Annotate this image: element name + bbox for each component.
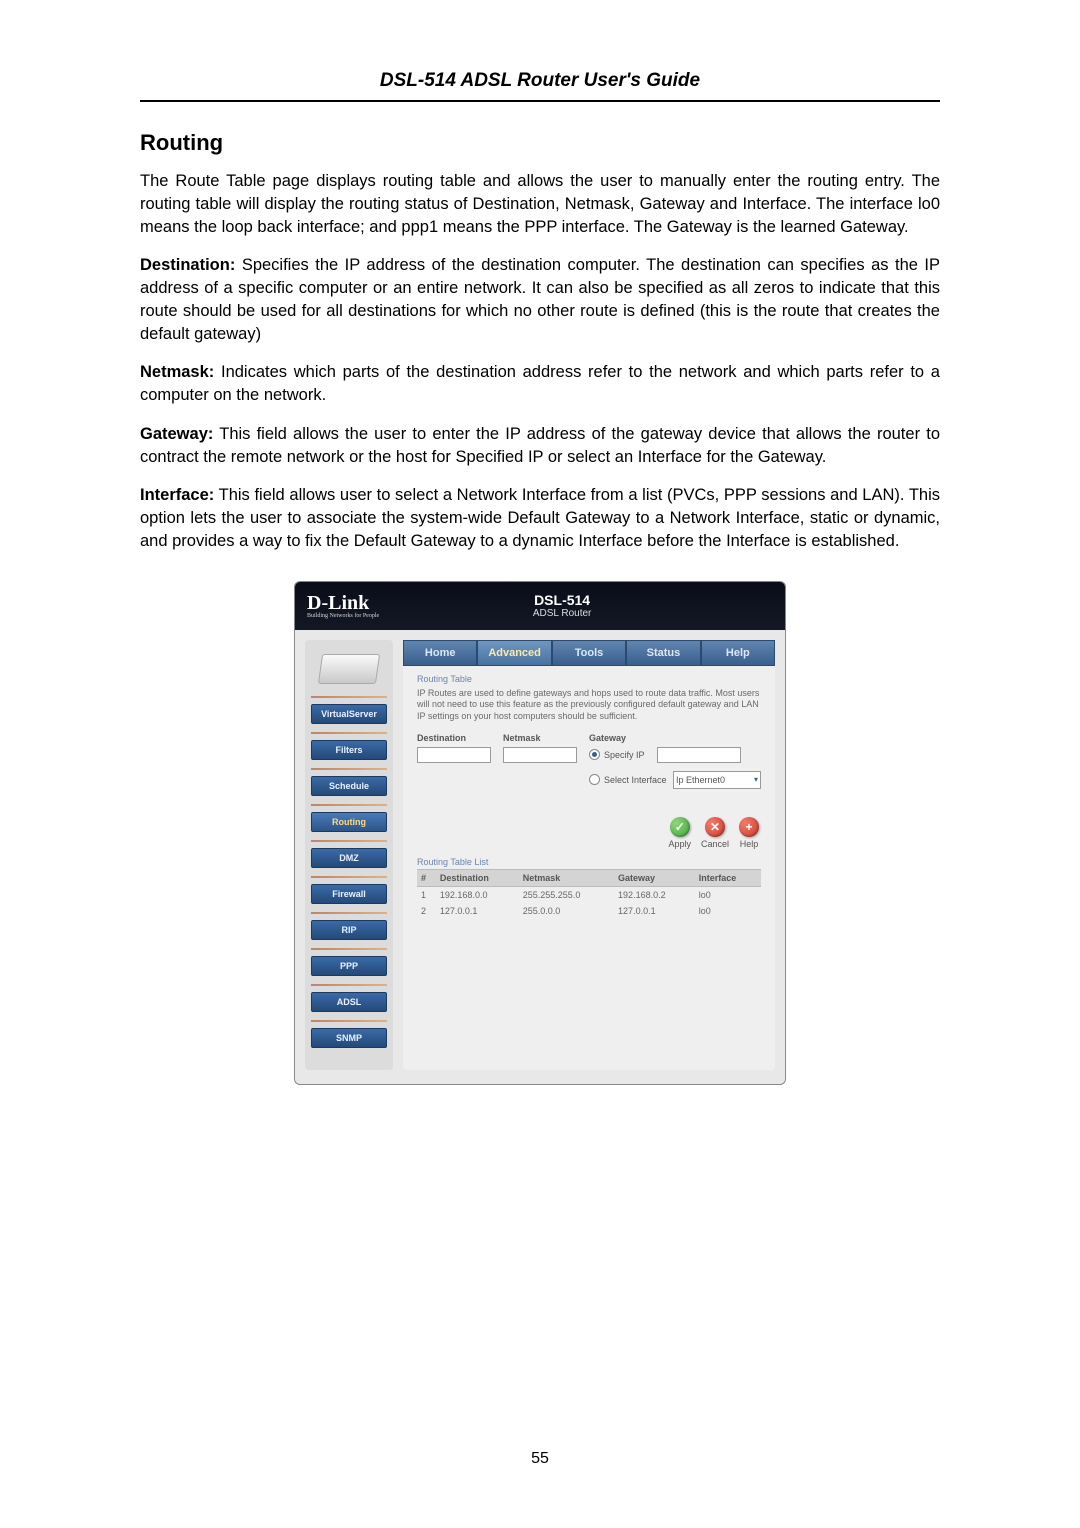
model-name: DSL-514: [379, 592, 745, 608]
table-cell: 1: [417, 886, 436, 903]
specify-ip-radio[interactable]: [589, 749, 600, 760]
sidebar-item-dmz[interactable]: DMZ: [311, 848, 387, 868]
netmask-paragraph: Netmask: Indicates which parts of the de…: [140, 361, 940, 407]
table-header: Interface: [695, 869, 761, 886]
select-interface-radio[interactable]: [589, 774, 600, 785]
sidebar-item-filters[interactable]: Filters: [311, 740, 387, 760]
table-header: #: [417, 869, 436, 886]
router-header: D-Link Building Networks for People DSL-…: [295, 582, 785, 630]
cancel-label: Cancel: [701, 839, 729, 849]
form-gateway-label: Gateway: [589, 733, 761, 743]
panel-description: IP Routes are used to define gateways an…: [417, 688, 761, 723]
routing-form: Destination Netmask Gateway Specify IP: [417, 733, 761, 795]
help-label: Help: [740, 839, 759, 849]
action-buttons: ✓ Apply ✕ Cancel + Help: [403, 799, 775, 853]
interface-select-value: Ip Ethernet0: [676, 773, 725, 787]
router-model: DSL-514 ADSL Router: [379, 592, 785, 619]
netmask-input[interactable]: [503, 747, 577, 763]
specify-ip-label: Specify IP: [604, 750, 645, 760]
table-cell: 127.0.0.1: [614, 903, 695, 919]
table-cell: lo0: [695, 886, 761, 903]
gateway-paragraph: Gateway: This field allows the user to e…: [140, 423, 940, 469]
sidebar-item-firewall[interactable]: Firewall: [311, 884, 387, 904]
sidebar-item-ppp[interactable]: PPP: [311, 956, 387, 976]
brand-tagline: Building Networks for People: [307, 613, 379, 619]
panel-subtitle: Routing Table: [417, 674, 761, 684]
table-cell: 127.0.0.1: [436, 903, 519, 919]
table-cell: lo0: [695, 903, 761, 919]
router-screenshot: D-Link Building Networks for People DSL-…: [294, 581, 786, 1085]
netmask-label: Netmask:: [140, 363, 214, 381]
specify-ip-input[interactable]: [657, 747, 741, 763]
sidebar-item-virtualserver[interactable]: VirtualServer: [311, 704, 387, 724]
sidebar-item-rip[interactable]: RIP: [311, 920, 387, 940]
tab-advanced[interactable]: Advanced: [477, 640, 551, 666]
table-header: Netmask: [519, 869, 614, 886]
select-interface-label: Select Interface: [604, 775, 667, 785]
interface-text: This field allows user to select a Netwo…: [140, 486, 940, 550]
brand-name: D-Link: [307, 592, 369, 614]
brand-logo: D-Link Building Networks for People: [295, 593, 379, 619]
router-main: HomeAdvancedToolsStatusHelp Routing Tabl…: [403, 640, 775, 1070]
gateway-text: This field allows the user to enter the …: [140, 425, 940, 466]
table-row: 2127.0.0.1255.0.0.0127.0.0.1lo0: [417, 903, 761, 919]
interface-paragraph: Interface: This field allows user to sel…: [140, 484, 940, 552]
page-number: 55: [0, 1450, 1080, 1468]
apply-label: Apply: [668, 839, 691, 849]
gateway-label: Gateway:: [140, 425, 213, 443]
sidebar-item-snmp[interactable]: SNMP: [311, 1028, 387, 1048]
table-row: 1192.168.0.0255.255.255.0192.168.0.2lo0: [417, 886, 761, 903]
table-cell: 255.0.0.0: [519, 903, 614, 919]
device-icon: [318, 654, 380, 684]
model-subtitle: ADSL Router: [379, 608, 745, 619]
intro-paragraph: The Route Table page displays routing ta…: [140, 170, 940, 238]
destination-input[interactable]: [417, 747, 491, 763]
cancel-button[interactable]: ✕: [705, 817, 725, 837]
form-netmask-label: Netmask: [503, 733, 577, 743]
tab-home[interactable]: Home: [403, 640, 477, 666]
form-destination-label: Destination: [417, 733, 491, 743]
router-sidebar: VirtualServer Filters Schedule Routing DMZ Fi…: [305, 640, 393, 1070]
destination-text: Specifies the IP address of the destinat…: [140, 256, 940, 342]
routing-table: #DestinationNetmaskGatewayInterface 1192…: [417, 869, 761, 919]
sidebar-item-routing[interactable]: Routing: [311, 812, 387, 832]
sidebar-item-adsl[interactable]: ADSL: [311, 992, 387, 1012]
destination-paragraph: Destination: Specifies the IP address of…: [140, 254, 940, 345]
interface-select[interactable]: Ip Ethernet0 ▾: [673, 771, 761, 789]
help-button[interactable]: +: [739, 817, 759, 837]
section-heading: Routing: [140, 130, 940, 156]
tab-tools[interactable]: Tools: [552, 640, 626, 666]
routing-table-title: Routing Table List: [417, 857, 775, 867]
chevron-down-icon: ▾: [754, 773, 760, 787]
table-header: Destination: [436, 869, 519, 886]
table-cell: 192.168.0.2: [614, 886, 695, 903]
page-header: DSL-514 ADSL Router User's Guide: [140, 70, 940, 102]
tab-status[interactable]: Status: [626, 640, 700, 666]
tab-help[interactable]: Help: [701, 640, 775, 666]
destination-label: Destination:: [140, 256, 235, 274]
netmask-text: Indicates which parts of the destination…: [140, 363, 940, 404]
tab-bar: HomeAdvancedToolsStatusHelp: [403, 640, 775, 666]
sidebar-item-schedule[interactable]: Schedule: [311, 776, 387, 796]
table-cell: 255.255.255.0: [519, 886, 614, 903]
table-header: Gateway: [614, 869, 695, 886]
apply-button[interactable]: ✓: [670, 817, 690, 837]
table-cell: 2: [417, 903, 436, 919]
table-cell: 192.168.0.0: [436, 886, 519, 903]
interface-label: Interface:: [140, 486, 214, 504]
